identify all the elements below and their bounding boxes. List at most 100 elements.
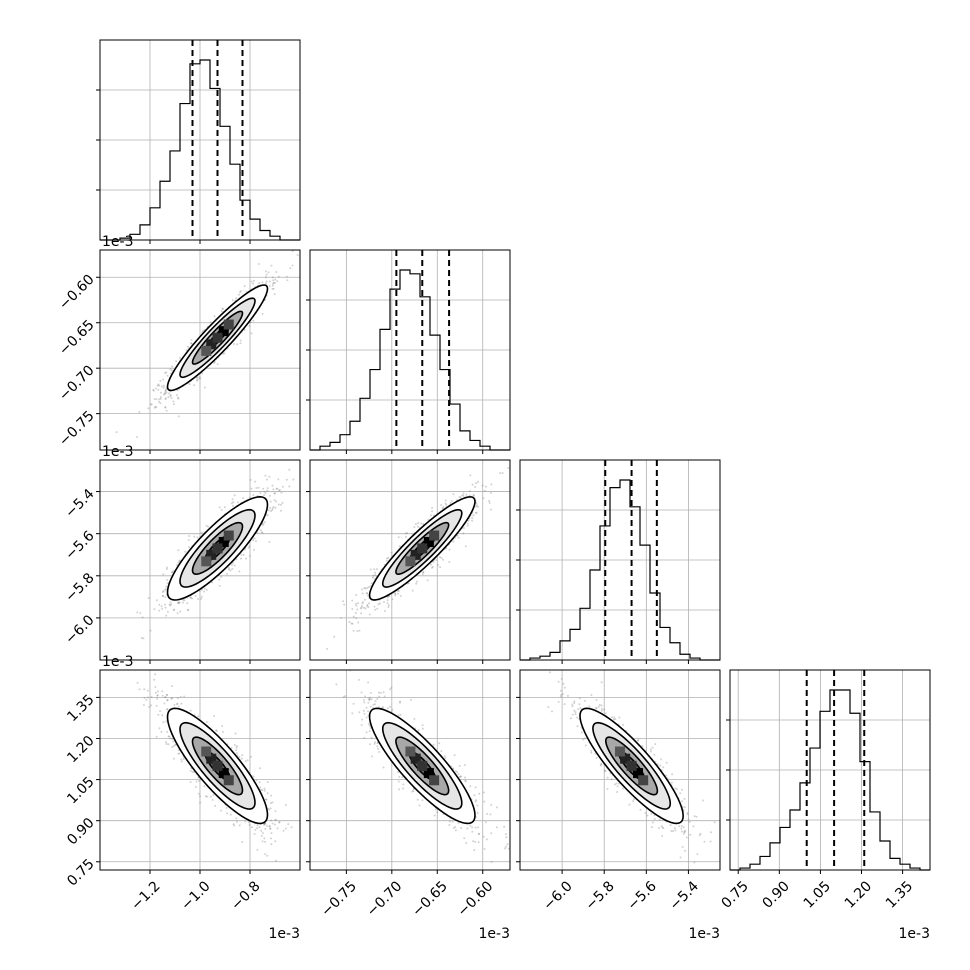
sample-point [166, 730, 169, 733]
sample-point [355, 604, 358, 607]
sample-point [260, 531, 263, 534]
sample-point [172, 757, 175, 760]
sample-point [196, 376, 199, 379]
sample-point [146, 696, 149, 699]
sample-point [368, 696, 371, 699]
sample-point [177, 549, 180, 552]
sample-point [463, 764, 466, 767]
sample-point [279, 503, 282, 506]
sample-point [146, 689, 149, 692]
sample-point [254, 480, 257, 483]
sample-point [273, 492, 276, 495]
sample-point [466, 522, 469, 525]
sample-point [600, 708, 603, 711]
sample-point [211, 798, 214, 801]
sample-point [445, 503, 448, 506]
sample-point [440, 504, 443, 507]
sample-point [156, 690, 159, 693]
sample-point [191, 770, 194, 773]
sample-point [374, 573, 377, 576]
sample-point [238, 291, 241, 294]
sample-point [164, 588, 167, 591]
sample-point [573, 700, 576, 703]
x-tick-label: −0.75 [318, 878, 360, 920]
sample-point [649, 748, 652, 751]
sample-point [443, 755, 446, 758]
sample-point [161, 714, 164, 717]
sample-point [473, 849, 476, 852]
sample-point [507, 467, 510, 470]
sample-point [474, 826, 477, 829]
sample-point [164, 397, 167, 400]
sample-point [271, 484, 274, 487]
sample-point [264, 823, 267, 826]
sample-point [669, 824, 672, 827]
sample-point [454, 826, 457, 829]
sample-point [209, 321, 212, 324]
sample-point [658, 818, 661, 821]
sample-point [183, 599, 186, 602]
sample-point [166, 699, 169, 702]
sample-point [398, 545, 401, 548]
sample-point [377, 747, 380, 750]
sample-point [186, 345, 189, 348]
sample-point [203, 386, 206, 389]
sample-point [161, 690, 164, 693]
density-cell [206, 339, 217, 350]
sample-point [373, 605, 376, 608]
sample-point [485, 838, 488, 841]
density-cell [614, 746, 625, 757]
sample-point [156, 694, 159, 697]
sample-point [573, 702, 576, 705]
sample-point [363, 699, 366, 702]
sample-point [155, 599, 158, 602]
sample-point [178, 752, 181, 755]
sample-point [465, 493, 468, 496]
sample-point [563, 686, 566, 689]
sample-point [440, 556, 443, 559]
sample-point [274, 278, 277, 281]
sample-point [164, 606, 167, 609]
sample-point [270, 819, 273, 822]
sample-point [211, 581, 214, 584]
sample-point [233, 494, 236, 497]
density-cell [423, 536, 434, 547]
x-tick-label: 1.35 [883, 878, 916, 911]
sample-point [159, 391, 162, 394]
sample-point [387, 604, 390, 607]
density-cell [201, 746, 212, 757]
sample-point [382, 691, 385, 694]
sample-point [239, 557, 242, 560]
sample-point [269, 802, 272, 805]
sample-point [242, 497, 245, 500]
sample-point [165, 391, 168, 394]
sample-point [367, 701, 370, 704]
sample-point [284, 803, 287, 806]
sample-point [279, 509, 282, 512]
sample-point [264, 840, 267, 843]
sample-point [367, 594, 370, 597]
sample-point [154, 673, 157, 676]
sample-point [164, 696, 167, 699]
sample-point [252, 279, 255, 282]
sample-point [288, 485, 291, 488]
x-tick-label: −1.0 [178, 878, 213, 913]
density-cell [212, 543, 223, 554]
sample-point [422, 523, 425, 526]
y-tick-label: 0.90 [64, 815, 97, 848]
density-cell [206, 753, 217, 764]
sample-point [269, 500, 272, 503]
sample-point [590, 749, 593, 752]
sample-point [164, 406, 167, 409]
sample-point [566, 694, 569, 697]
sample-point [259, 786, 262, 789]
y-tick-label: −0.70 [56, 363, 98, 405]
sample-point [604, 712, 607, 715]
sample-point [475, 502, 478, 505]
sample-point [692, 825, 695, 828]
sample-point [360, 691, 363, 694]
sample-point [411, 790, 414, 793]
sample-point [368, 730, 371, 733]
sample-point [268, 475, 271, 478]
sample-point [326, 647, 329, 650]
